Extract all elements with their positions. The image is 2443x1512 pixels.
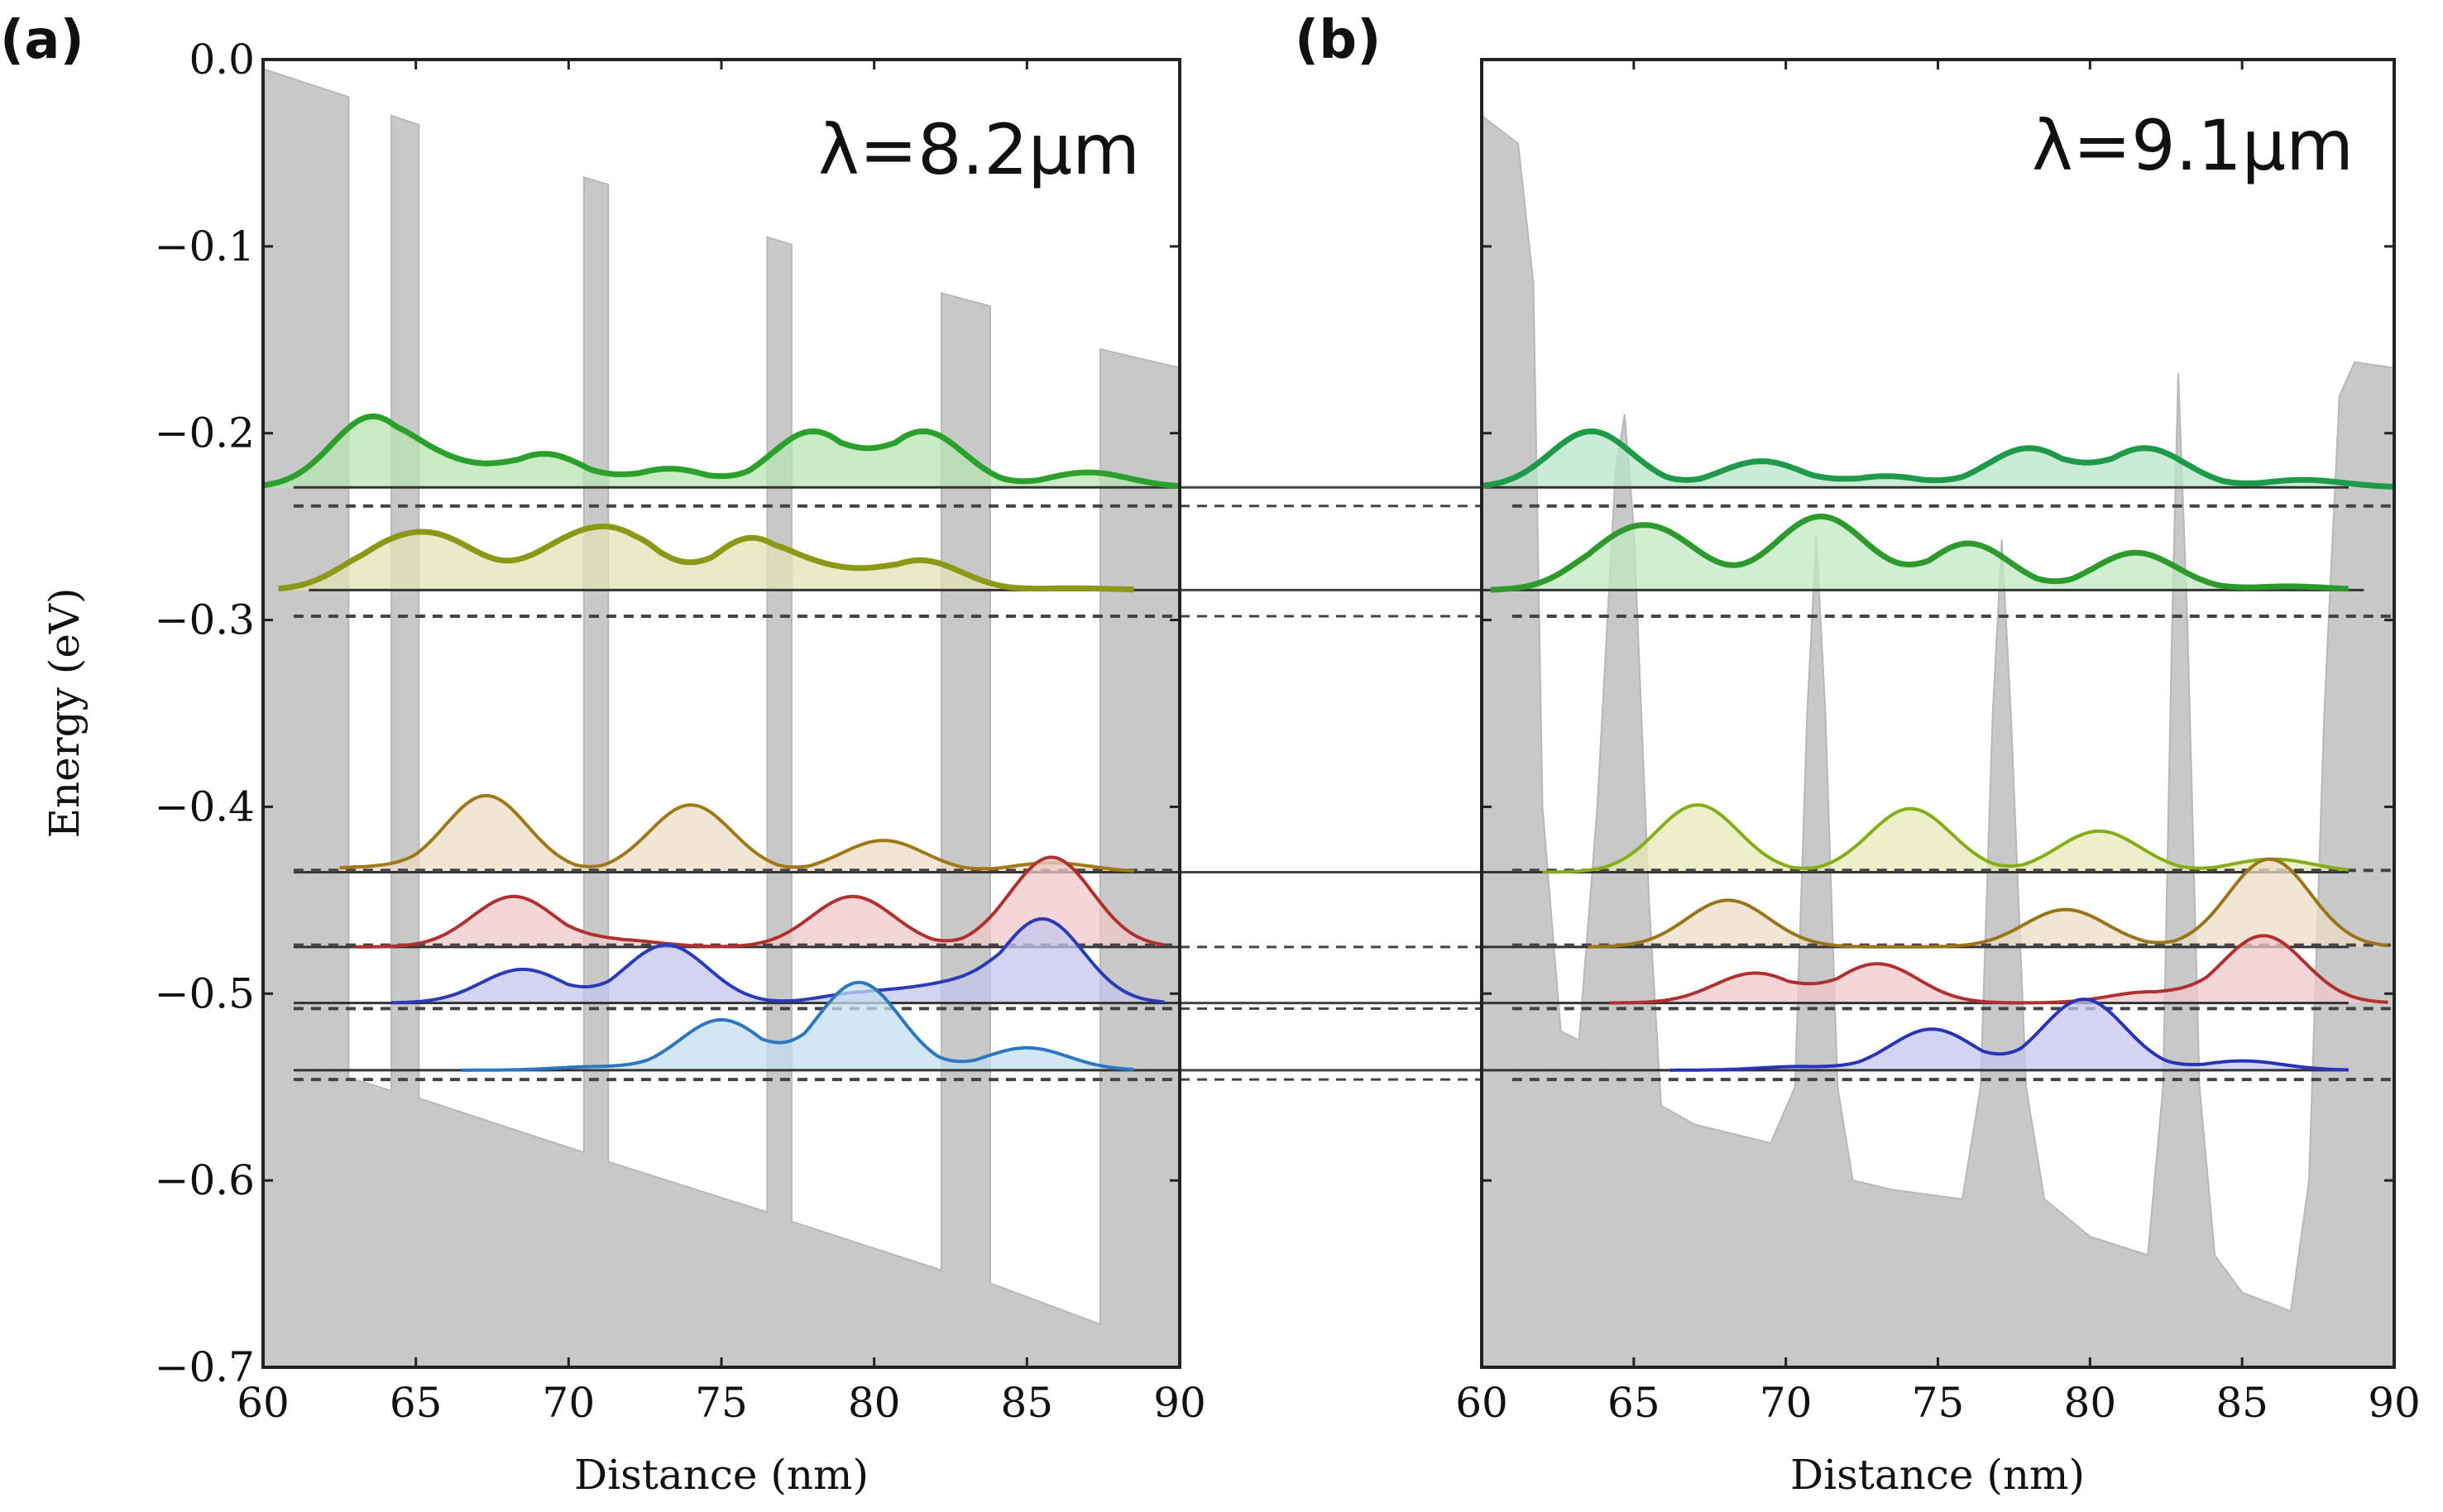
plot-area — [1482, 114, 2394, 1367]
panel-a: (a) 60 65 70 75 80 85 90 0.0 −0.1 −0.2 −0.3 −0.4 −0.… — [0, 10, 1206, 1499]
x-tick-label: 75 — [1912, 1379, 1965, 1427]
wavefunction-lower-1 — [339, 793, 1134, 873]
plot-area — [263, 68, 1180, 1367]
wavefunction-upper-2 — [1490, 513, 2349, 593]
x-axis-title-b: Distance (nm) — [1790, 1451, 2085, 1499]
y-tick-label: −0.1 — [155, 222, 255, 270]
y-tick-label: −0.2 — [155, 409, 255, 457]
x-axis-title-a: Distance (nm) — [574, 1451, 869, 1499]
wavefunction-fill-upper-2 — [1491, 516, 2349, 591]
x-tick-label: 70 — [543, 1379, 596, 1427]
wavefunction-lower-2 — [1588, 857, 2388, 949]
y-tick-label: −0.7 — [155, 1343, 255, 1391]
x-tick-label: 65 — [1607, 1379, 1660, 1427]
wavefunction-fill-lower-4 — [462, 982, 1134, 1070]
x-tick-label: 60 — [1455, 1379, 1508, 1427]
y-tick-label: 0.0 — [189, 36, 255, 84]
wavefunction-lower-2 — [354, 855, 1165, 949]
x-tick-label: 70 — [1760, 1379, 1813, 1427]
wavefunction-lower-4 — [1670, 998, 2349, 1072]
y-tick-label: −0.6 — [155, 1156, 255, 1204]
wavefunction-fill-upper-1 — [1482, 431, 2394, 488]
wavefunction-lower-4 — [462, 980, 1134, 1072]
wavefunction-fill-lower-3 — [1609, 935, 2388, 1003]
wavefunction-upper-1 — [1482, 428, 2394, 490]
x-tick-label: 65 — [390, 1379, 443, 1427]
wavefunction-fill-lower-3 — [391, 919, 1165, 1003]
y-axis-title: Energy (eV) — [41, 587, 89, 838]
x-tick-label: 85 — [1001, 1379, 1054, 1427]
x-tick-label: 80 — [848, 1379, 901, 1427]
x-tick-label: 80 — [2064, 1379, 2117, 1427]
wavefunction-fill-lower-1 — [1542, 805, 2349, 873]
x-tick-label: 60 — [237, 1379, 290, 1427]
wavefunction-fill-lower-1 — [339, 795, 1134, 873]
wavefunction-fill-lower-4 — [1669, 999, 2349, 1070]
band-profile — [263, 68, 1180, 1367]
panel-b: (b) 60 65 70 75 80 85 90 λ=9.1μm Distance (nm) — [1295, 10, 2421, 1499]
wavefunction-lower-3 — [391, 917, 1165, 1005]
y-tick-label: −0.4 — [155, 782, 255, 830]
wavelength-annotation-b: λ=9.1μm — [2032, 105, 2354, 186]
wavefunction-fill-lower-2 — [1588, 859, 2388, 947]
panel-label-a: (a) — [0, 10, 84, 71]
wavefunction-fill-upper-1 — [263, 416, 1180, 488]
wavefunction-fill-upper-2 — [278, 526, 1134, 591]
wavefunction-lower-1 — [1542, 803, 2349, 874]
x-tick-label: 90 — [2368, 1379, 2421, 1427]
x-tick-label: 85 — [2215, 1379, 2268, 1427]
x-tick-label: 90 — [1153, 1379, 1206, 1427]
wavefunction-fill-lower-2 — [354, 857, 1165, 947]
x-tick-label: 75 — [695, 1379, 748, 1427]
wavelength-annotation-a: λ=8.2μm — [818, 109, 1140, 190]
y-tick-label: −0.5 — [155, 969, 255, 1017]
y-tick-label: −0.3 — [155, 596, 255, 644]
wavefunction-upper-1 — [263, 413, 1180, 490]
band-profile — [1482, 114, 2394, 1367]
panel-label-b: (b) — [1295, 10, 1381, 71]
level-connectors — [1180, 486, 1482, 1081]
wavefunction-lower-3 — [1609, 934, 2388, 1005]
wavefunction-upper-2 — [278, 523, 1134, 593]
